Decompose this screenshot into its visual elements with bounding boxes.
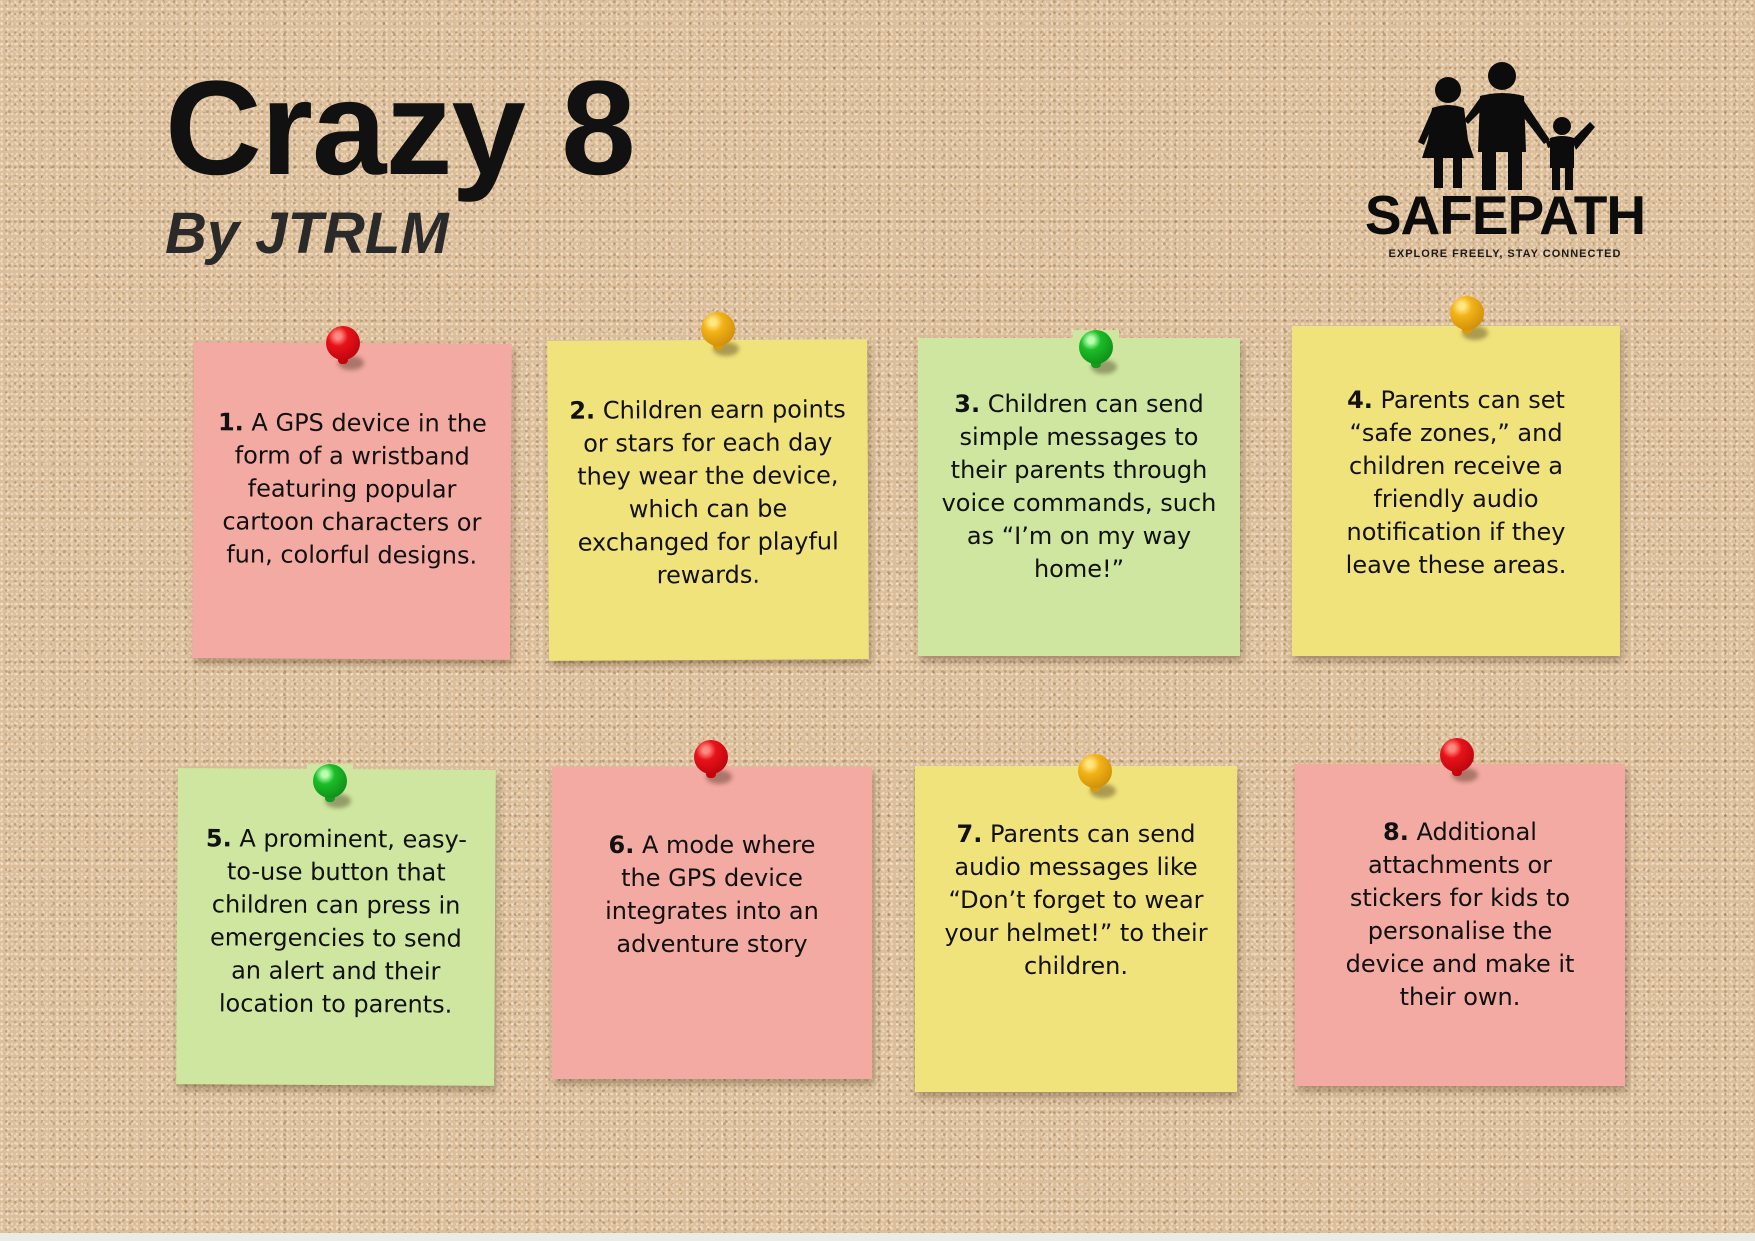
sticky-note-2: 2. Children earn points or stars for eac…: [547, 339, 869, 661]
note-2-number: 2.: [569, 396, 596, 425]
note-3-text: 3. Children can send simple messages to …: [936, 388, 1222, 586]
note-7-text: 7. Parents can send audio messages like …: [939, 818, 1213, 983]
yellow-pushpin-icon: [1444, 296, 1490, 344]
sticky-note-4: 4. Parents can set “safe zones,” and chi…: [1292, 326, 1620, 656]
note-4-text: 4. Parents can set “safe zones,” and chi…: [1320, 384, 1592, 582]
note-5-text: 5. A prominent, easy-to-use button that …: [193, 822, 480, 1021]
note-3-body: Children can send simple messages to the…: [941, 390, 1217, 583]
note-1-body: A GPS device in the form of a wristband …: [222, 408, 487, 570]
logo-name: SAFEPATH: [1364, 184, 1646, 246]
note-6-body: A mode where the GPS device integrates i…: [605, 831, 819, 958]
sticky-note-7: 7. Parents can send audio messages like …: [915, 766, 1237, 1092]
safepath-logo: SAFEPATH EXPLORE FREELY, STAY CONNECTED: [1355, 60, 1655, 260]
note-5-body: A prominent, easy-to-use button that chi…: [209, 824, 468, 1019]
note-3-number: 3.: [954, 390, 981, 418]
green-pushpin-icon: [1073, 330, 1119, 378]
family-icon: [1418, 62, 1595, 190]
sticky-note-5: 5. A prominent, easy-to-use button that …: [176, 768, 496, 1086]
note-7-number: 7.: [956, 820, 983, 848]
red-pushpin-icon: [320, 326, 366, 374]
sticky-note-3: 3. Children can send simple messages to …: [918, 338, 1240, 656]
red-pushpin-icon: [1434, 738, 1480, 786]
sticky-note-8: 8. Additional attachments or stickers fo…: [1295, 764, 1625, 1086]
page-subtitle: By JTRLM: [165, 201, 449, 266]
note-4-body: Parents can set “safe zones,” and childr…: [1345, 386, 1567, 579]
note-7-body: Parents can send audio messages like “Do…: [944, 820, 1208, 980]
note-8-body: Additional attachments or stickers for k…: [1345, 818, 1575, 1011]
note-5-number: 5.: [205, 824, 232, 853]
note-6-number: 6.: [608, 831, 635, 859]
note-2-body: Children earn points or stars for each d…: [577, 395, 846, 590]
yellow-pushpin-icon: [1072, 754, 1118, 802]
sticky-note-6: 6. A mode where the GPS device integrate…: [552, 767, 872, 1079]
sticky-note-1: 1. A GPS device in the form of a wristba…: [192, 342, 512, 660]
note-8-number: 8.: [1383, 818, 1409, 846]
note-1-text: 1. A GPS device in the form of a wristba…: [213, 406, 492, 572]
note-2-text: 2. Children earn points or stars for eac…: [567, 393, 848, 592]
logo-tagline: EXPLORE FREELY, STAY CONNECTED: [1388, 248, 1622, 260]
yellow-pushpin-icon: [695, 312, 741, 360]
note-1-number: 1.: [217, 408, 244, 437]
green-pushpin-icon: [307, 764, 353, 812]
note-4-number: 4.: [1347, 386, 1373, 414]
page-title: Crazy 8: [165, 54, 636, 203]
bottom-border: [0, 1233, 1755, 1241]
note-8-text: 8. Additional attachments or stickers fo…: [1325, 816, 1595, 1014]
note-6-text: 6. A mode where the GPS device integrate…: [592, 829, 832, 961]
red-pushpin-icon: [688, 740, 734, 788]
